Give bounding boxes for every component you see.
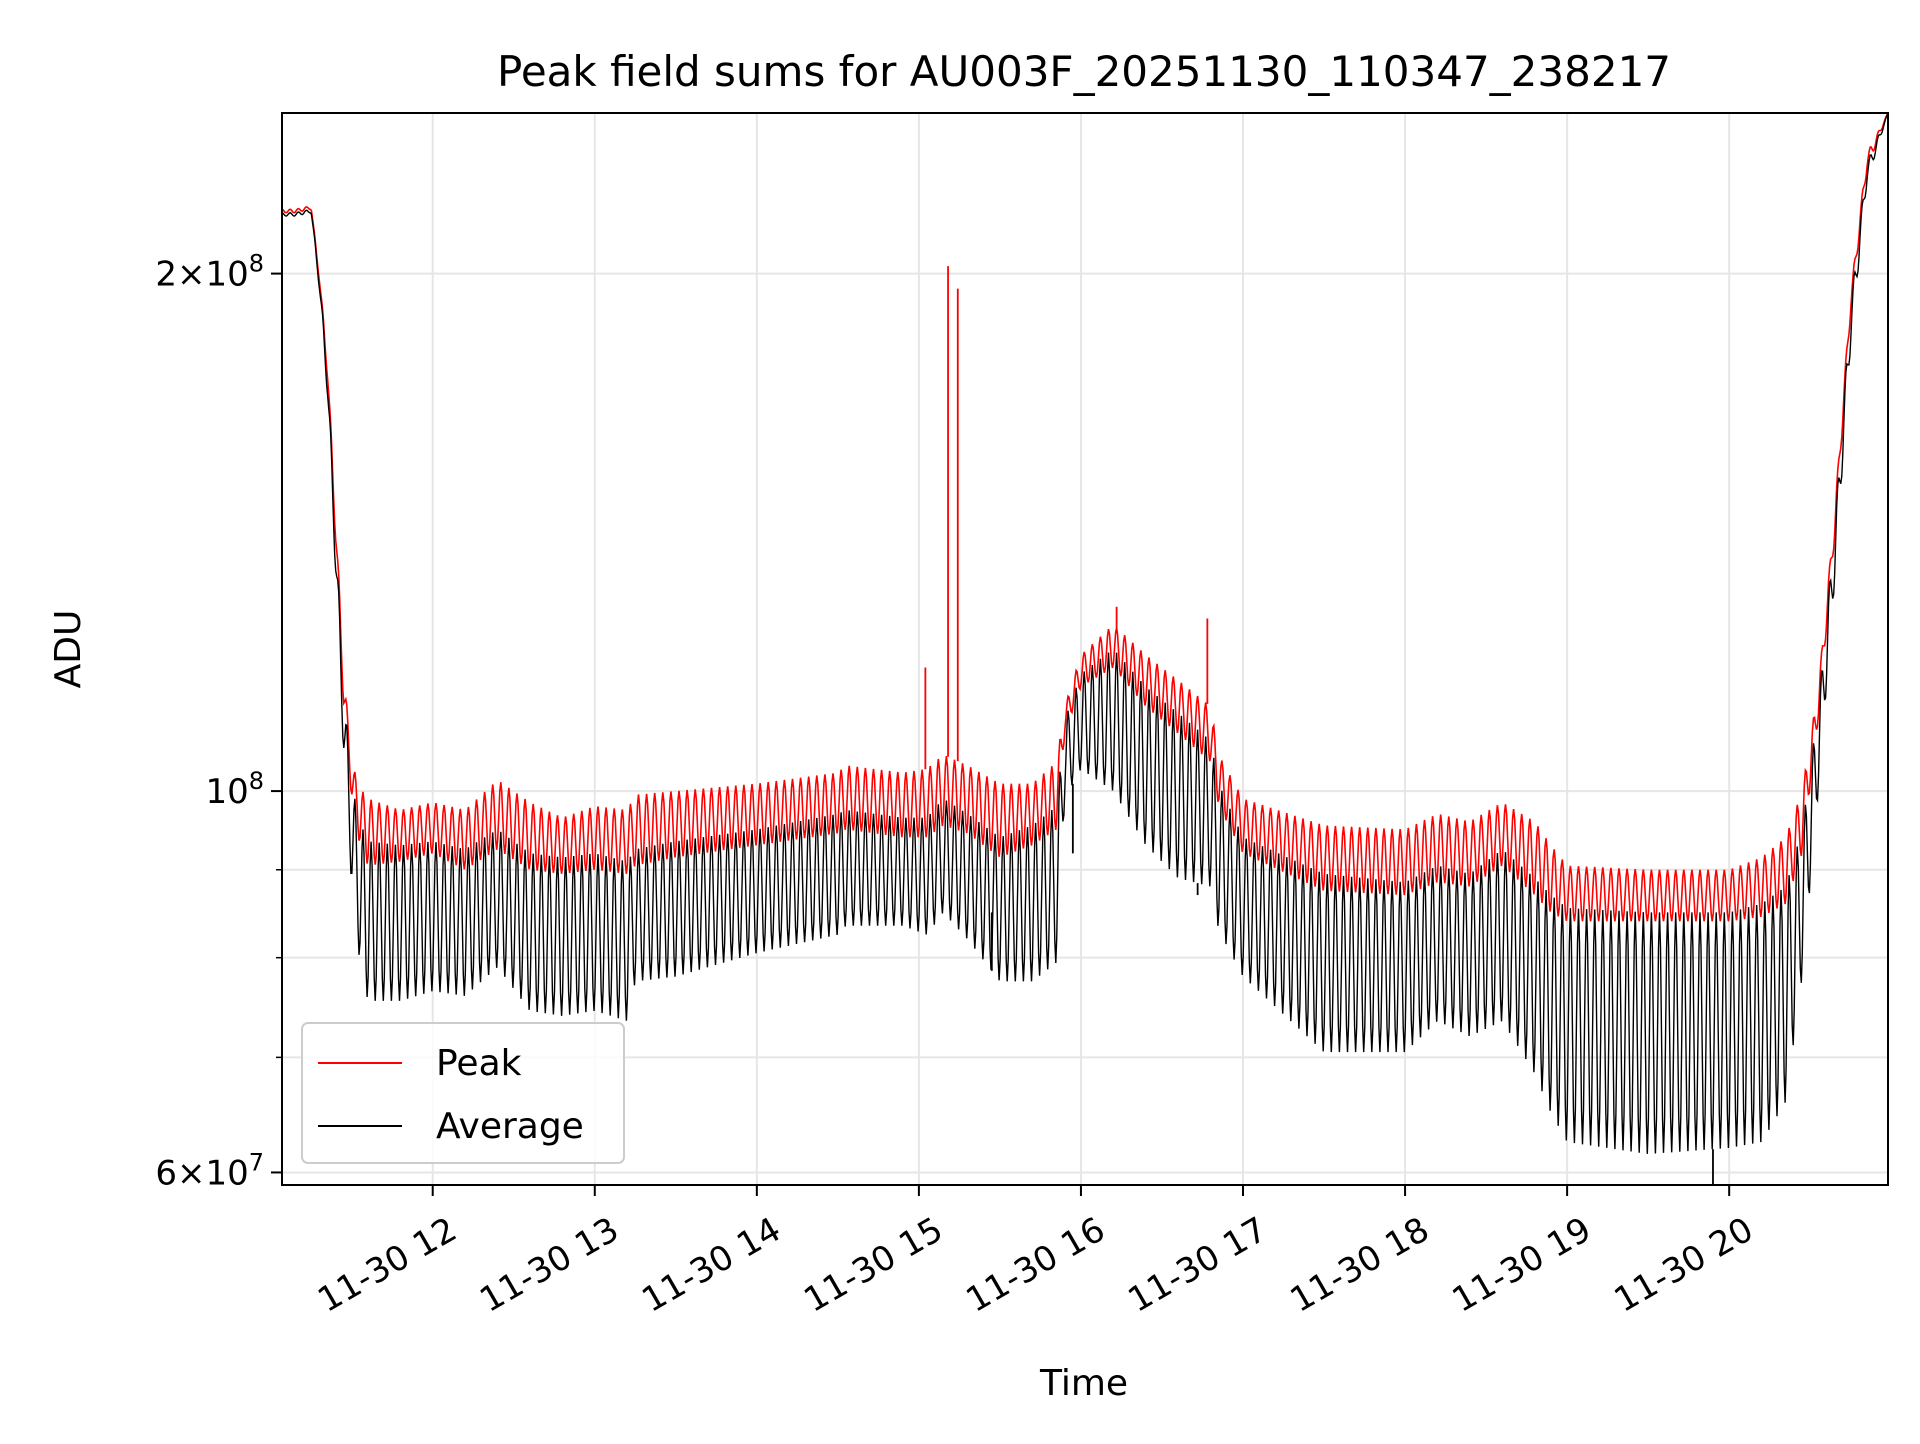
plot-area bbox=[282, 113, 1888, 1185]
y-tick-exponent: 7 bbox=[249, 1148, 264, 1176]
y-tick-label: 108 bbox=[205, 767, 264, 812]
series-line-average bbox=[282, 114, 1888, 1154]
plot-frame bbox=[281, 112, 1889, 1186]
y-tick-label: 6×107 bbox=[155, 1148, 264, 1193]
y-tick-base: 10 bbox=[205, 772, 248, 812]
y-axis-label: ADU bbox=[48, 610, 89, 689]
series-line-peak bbox=[282, 113, 1888, 922]
legend: Peak Average bbox=[301, 1022, 625, 1164]
legend-label-peak: Peak bbox=[436, 1043, 522, 1084]
y-tick-base: 2×10 bbox=[155, 255, 248, 295]
legend-box bbox=[301, 1022, 625, 1164]
chart-title: Peak field sums for AU003F_20251130_1103… bbox=[497, 47, 1671, 96]
y-tick-base: 6×10 bbox=[155, 1153, 248, 1193]
y-tick-label: 2×108 bbox=[155, 250, 264, 295]
x-axis-label: Time bbox=[1039, 1363, 1128, 1404]
y-tick-exponent: 8 bbox=[249, 767, 264, 795]
legend-label-average: Average bbox=[436, 1106, 584, 1147]
y-tick-exponent: 8 bbox=[249, 250, 264, 278]
